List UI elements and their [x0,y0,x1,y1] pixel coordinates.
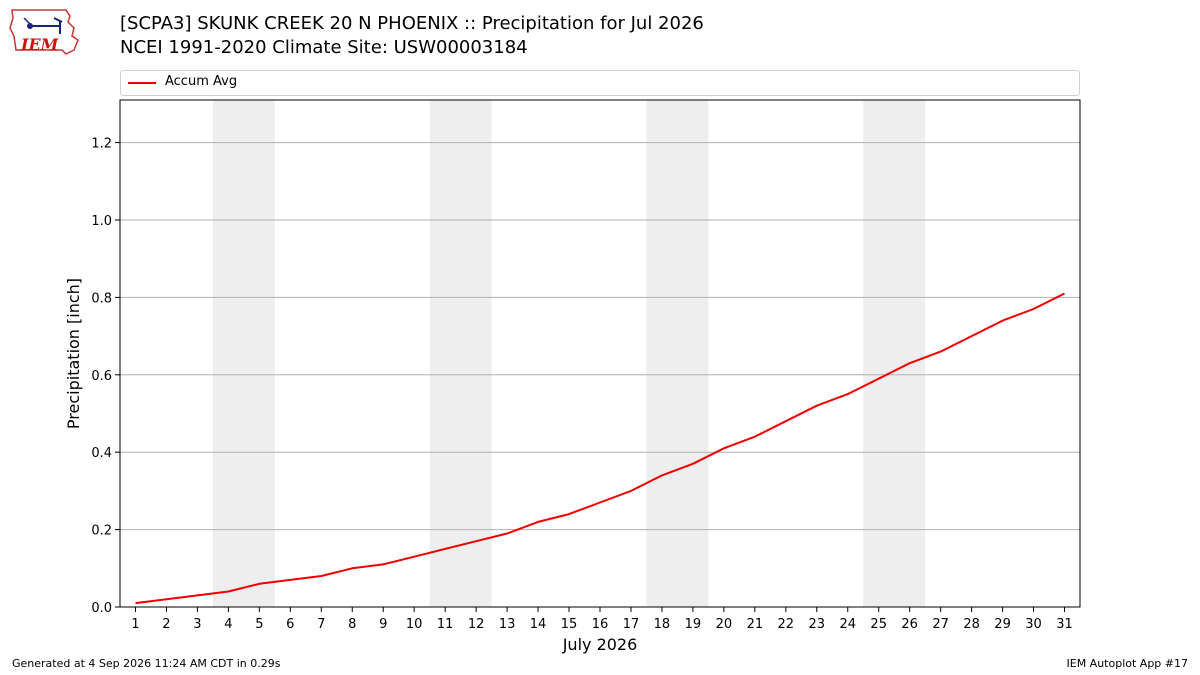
x-tick-label: 9 [379,617,387,632]
x-tick-label: 25 [870,617,887,632]
y-tick-label: 1.0 [91,214,112,229]
y-tick-label: 0.8 [91,291,112,306]
x-tick-label: 13 [499,617,516,632]
x-tick-label: 29 [994,617,1011,632]
x-tick-label: 18 [654,617,671,632]
x-tick-label: 11 [437,617,454,632]
y-tick-label: 1.2 [91,137,112,152]
footer-generated: Generated at 4 Sep 2026 11:24 AM CDT in … [12,657,281,670]
weekend-band-3 [646,100,709,607]
y-axis-label: Precipitation [inch] [64,278,83,429]
weekend-band-1 [212,100,275,607]
iem-logo: IEM [9,9,79,55]
legend: Accum Avg [120,70,1080,96]
legend-swatch-accum-avg [128,82,156,84]
y-tick-label: 0.2 [91,524,112,539]
weekend-band-4 [863,100,926,607]
x-tick-label: 28 [963,617,980,632]
x-tick-label: 16 [592,617,609,632]
x-tick-label: 4 [224,617,232,632]
x-axis-label: July 2026 [562,635,638,654]
x-tick-label: 1 [131,617,139,632]
x-tick-label: 22 [778,617,795,632]
x-tick-label: 30 [1025,617,1042,632]
x-tick-label: 27 [932,617,949,632]
series-line-1 [135,292,1065,605]
x-tick-label: 5 [255,617,263,632]
x-tick-label: 23 [809,617,826,632]
x-tick-label: 21 [747,617,764,632]
x-tick-label: 14 [530,617,547,632]
y-tick-label: 0.4 [91,446,112,461]
x-tick-label: 19 [685,617,702,632]
x-tick-label: 12 [468,617,485,632]
legend-label-accum-avg: Accum Avg [165,74,238,89]
weekend-band-2 [429,100,492,607]
x-tick-label: 6 [286,617,294,632]
x-tick-label: 10 [406,617,423,632]
chart-title: [SCPA3] SKUNK CREEK 20 N PHOENIX :: Prec… [120,13,704,34]
x-tick-label: 20 [716,617,733,632]
x-tick-label: 24 [839,617,856,632]
x-tick-label: 3 [193,617,201,632]
x-tick-label: 17 [623,617,640,632]
x-tick-label: 31 [1056,617,1073,632]
logo-text: IEM [20,35,60,54]
y-tick-label: 0.6 [91,369,112,384]
x-tick-label: 7 [317,617,325,632]
x-tick-label: 2 [162,617,170,632]
chart-subtitle: NCEI 1991-2020 Climate Site: USW00003184 [120,37,528,58]
x-tick-label: 15 [561,617,578,632]
x-tick-label: 8 [348,617,356,632]
footer-app-label: IEM Autoplot App #17 [1066,657,1189,670]
x-tick-label: 26 [901,617,918,632]
y-tick-label: 0.0 [91,601,112,616]
